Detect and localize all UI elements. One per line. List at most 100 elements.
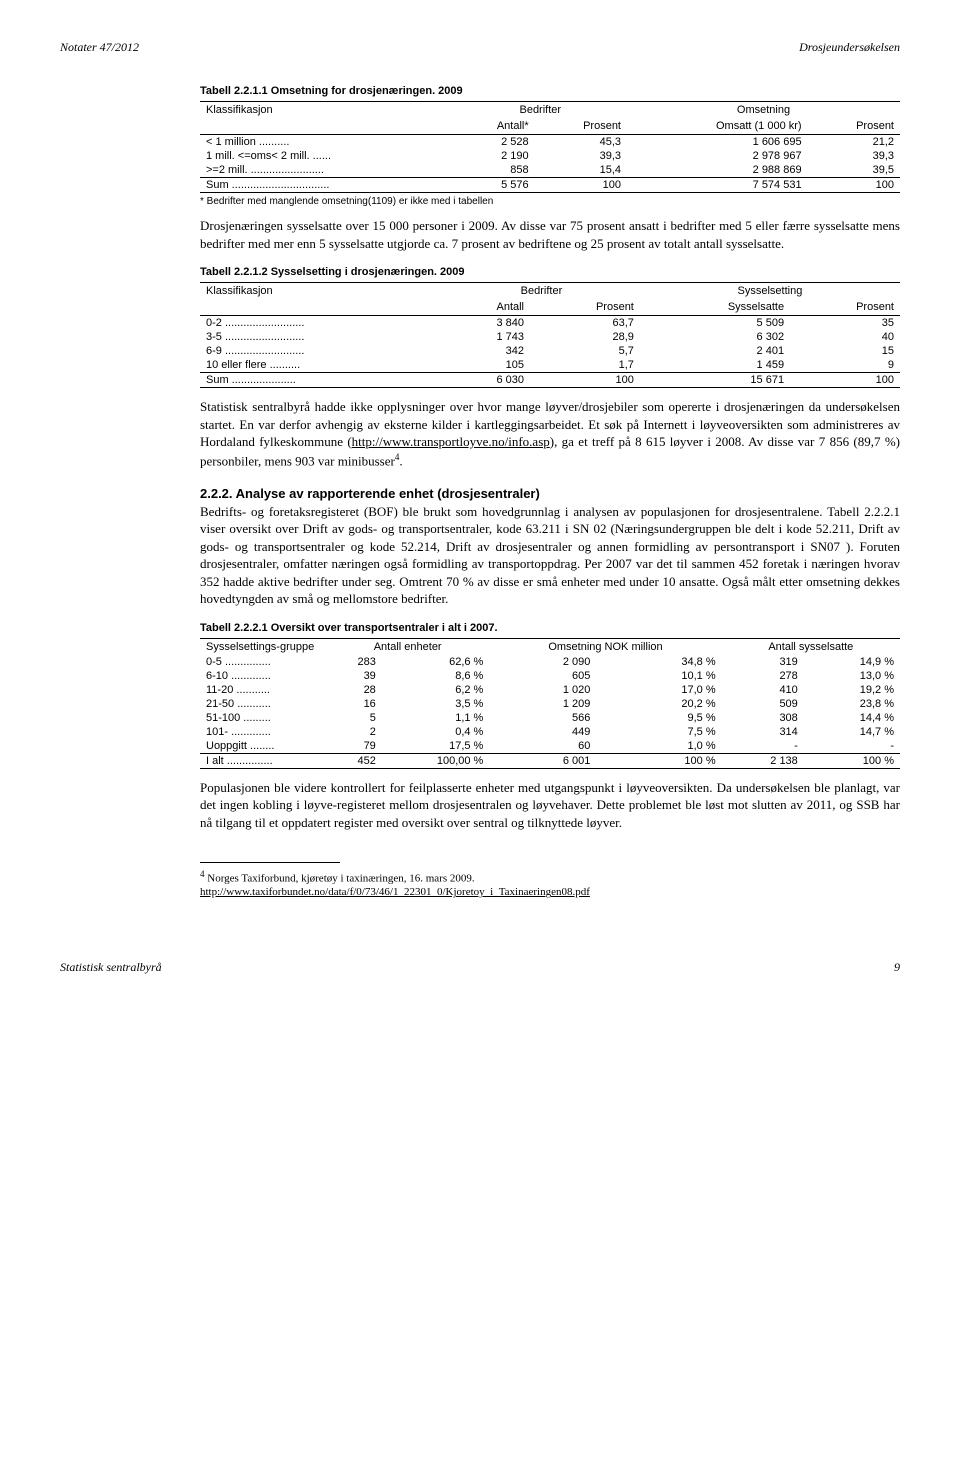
- table-cell: 283: [326, 655, 382, 669]
- table-cell: 60: [489, 739, 596, 754]
- table-cell: Sum .....................: [200, 373, 443, 388]
- table-cell: -: [722, 739, 804, 754]
- table-cell: 0,4 %: [382, 725, 490, 739]
- table2-title: Tabell 2.2.1.2 Sysselsetting i drosjenær…: [200, 266, 900, 278]
- table1-footnote: * Bedrifter med manglende omsetning(1109…: [200, 196, 900, 207]
- table-cell: 1,0 %: [596, 739, 721, 754]
- table-cell: 2 528: [454, 135, 535, 150]
- table-cell: 45,3: [535, 135, 627, 150]
- table-cell: 21,2: [808, 135, 900, 150]
- table-cell: 1,1 %: [382, 711, 490, 725]
- para4: Populasjonen ble videre kontrollert for …: [200, 779, 900, 832]
- table-cell: 39: [326, 669, 382, 683]
- para2: Statistisk sentralbyrå hadde ikke opplys…: [200, 398, 900, 470]
- para3: Bedrifts- og foretaksregisteret (BOF) bl…: [200, 503, 900, 608]
- t2-h2-1: Antall: [443, 299, 530, 316]
- table-cell: 11-20 ...........: [200, 683, 326, 697]
- table-cell: 7,5 %: [596, 725, 721, 739]
- table-cell: 452: [326, 753, 382, 768]
- table-cell: 19,2 %: [804, 683, 900, 697]
- table-cell: 100: [535, 178, 627, 193]
- section-head: 2.2.2. Analyse av rapporterende enhet (d…: [200, 486, 900, 501]
- table-cell: 10,1 %: [596, 669, 721, 683]
- table-cell: -: [804, 739, 900, 754]
- table-cell: 62,6 %: [382, 655, 490, 669]
- table-cell: 6 302: [640, 330, 790, 344]
- t2-h2-2: Prosent: [530, 299, 640, 316]
- t1-h1-0: Klassifikasjon: [200, 102, 454, 119]
- t1-h2-0: [200, 118, 454, 135]
- t2-h1-1: Bedrifter: [443, 283, 640, 300]
- t3-h-0: Sysselsettings-gruppe: [200, 638, 326, 655]
- table-cell: 278: [722, 669, 804, 683]
- table-cell: 1,7: [530, 358, 640, 373]
- t2-h1-2: Sysselsetting: [640, 283, 900, 300]
- link-taxiforbundet[interactable]: http://www.taxiforbundet.no/data/f/0/73/…: [200, 886, 590, 898]
- table-cell: 9,5 %: [596, 711, 721, 725]
- t3-h-1: Antall enheter: [326, 638, 489, 655]
- table-cell: >=2 mill. ........................: [200, 163, 454, 178]
- table-cell: 14,7 %: [804, 725, 900, 739]
- table-cell: 14,4 %: [804, 711, 900, 725]
- table-cell: < 1 million ..........: [200, 135, 454, 150]
- table-cell: 23,8 %: [804, 697, 900, 711]
- table-cell: 6 030: [443, 373, 530, 388]
- table-cell: 3,5 %: [382, 697, 490, 711]
- table-cell: 39,5: [808, 163, 900, 178]
- table-cell: 79: [326, 739, 382, 754]
- table-cell: 1 020: [489, 683, 596, 697]
- table-cell: 5 576: [454, 178, 535, 193]
- link-transportloyve[interactable]: http://www.transportloyve.no/info.asp: [352, 434, 550, 449]
- table-cell: 308: [722, 711, 804, 725]
- table-cell: 2 988 869: [627, 163, 808, 178]
- t2-h2-4: Prosent: [790, 299, 900, 316]
- footer-left: Statistisk sentralbyrå: [60, 960, 162, 975]
- para1: Drosjenæringen sysselsatte over 15 000 p…: [200, 217, 900, 252]
- table-cell: 0-5 ...............: [200, 655, 326, 669]
- para2c: .: [399, 453, 402, 468]
- t1-h2-1: Antall*: [454, 118, 535, 135]
- t1-h1-1: Bedrifter: [454, 102, 627, 119]
- t2-h2-0: [200, 299, 443, 316]
- table-cell: 7 574 531: [627, 178, 808, 193]
- table-cell: 100: [808, 178, 900, 193]
- table-cell: 40: [790, 330, 900, 344]
- table-cell: 1 209: [489, 697, 596, 711]
- table-cell: 105: [443, 358, 530, 373]
- table-cell: 51-100 .........: [200, 711, 326, 725]
- table-cell: 63,7: [530, 316, 640, 331]
- table-cell: Sum ................................: [200, 178, 454, 193]
- table-cell: 2 190: [454, 149, 535, 163]
- table-cell: 2 138: [722, 753, 804, 768]
- table-cell: 509: [722, 697, 804, 711]
- table-cell: 2 090: [489, 655, 596, 669]
- table1-title: Tabell 2.2.1.1 Omsetning for drosjenærin…: [200, 85, 900, 97]
- t3-h-5: Antall sysselsatte: [722, 638, 900, 655]
- table-cell: 17,0 %: [596, 683, 721, 697]
- table-cell: 5: [326, 711, 382, 725]
- t1-h1-2: Omsetning: [627, 102, 900, 119]
- t1-h2-4: Prosent: [808, 118, 900, 135]
- table-cell: 5 509: [640, 316, 790, 331]
- table-cell: 566: [489, 711, 596, 725]
- header-left: Notater 47/2012: [60, 40, 139, 55]
- table-cell: 410: [722, 683, 804, 697]
- table-cell: Uoppgitt ........: [200, 739, 326, 754]
- t2-h1-0: Klassifikasjon: [200, 283, 443, 300]
- table-cell: 100 %: [596, 753, 721, 768]
- table-cell: 20,2 %: [596, 697, 721, 711]
- table-cell: 6,2 %: [382, 683, 490, 697]
- t3-h-3: Omsetning NOK million: [489, 638, 721, 655]
- table-cell: 1 mill. <=oms< 2 mill. ......: [200, 149, 454, 163]
- table-cell: 2 401: [640, 344, 790, 358]
- table-cell: 6-10 .............: [200, 669, 326, 683]
- table-cell: 39,3: [808, 149, 900, 163]
- table-cell: 5,7: [530, 344, 640, 358]
- table3-title: Tabell 2.2.2.1 Oversikt over transportse…: [200, 622, 900, 634]
- table-cell: 14,9 %: [804, 655, 900, 669]
- table-cell: 100,00 %: [382, 753, 490, 768]
- footnote-rule: [200, 862, 340, 863]
- table-cell: 28: [326, 683, 382, 697]
- table-cell: 449: [489, 725, 596, 739]
- table-cell: 1 743: [443, 330, 530, 344]
